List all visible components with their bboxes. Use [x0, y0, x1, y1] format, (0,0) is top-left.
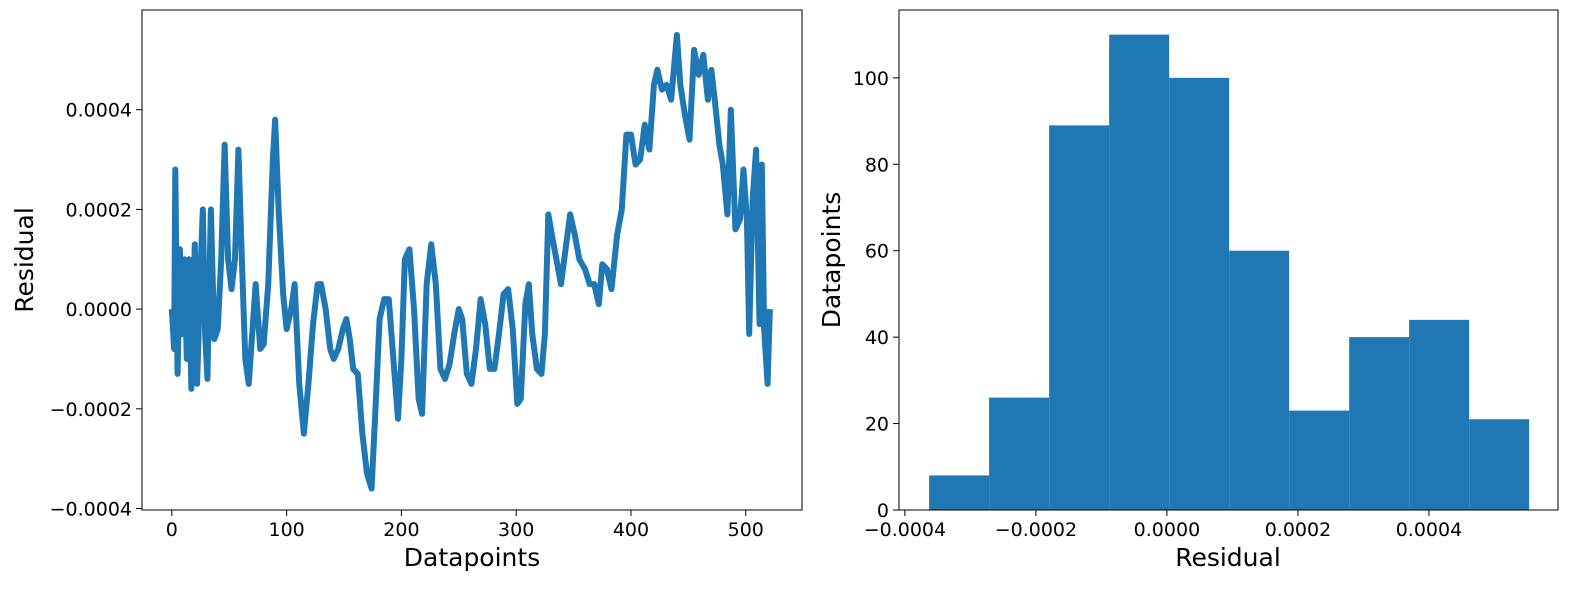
y-axis-label: Residual — [10, 207, 39, 313]
x-axis-label: Residual — [1175, 543, 1281, 572]
x-tick-label: −0.0004 — [864, 519, 946, 541]
y-tick-label: 60 — [865, 241, 889, 263]
x-tick-label: 400 — [613, 519, 649, 541]
x-tick-label: 0.0002 — [1265, 519, 1331, 541]
x-tick-label: 100 — [268, 519, 304, 541]
axes-frame — [141, 9, 803, 511]
y-tick-label: 80 — [865, 154, 889, 176]
x-tick-label: 300 — [498, 519, 534, 541]
histogram-bar — [1109, 34, 1170, 511]
y-tick-label: −0.0002 — [50, 399, 132, 421]
x-axis-label: Datapoints — [404, 543, 540, 572]
histogram-bar — [1289, 410, 1350, 510]
histogram-bar — [1169, 77, 1230, 510]
histogram-bar — [1469, 419, 1530, 510]
histogram-bar — [1229, 250, 1290, 510]
line-series — [168, 31, 773, 492]
y-axis-label: Datapoints — [817, 192, 846, 328]
x-tick-label: 500 — [728, 519, 764, 541]
y-tick-label: 20 — [865, 414, 889, 436]
x-tick-label: 0.0000 — [1134, 519, 1200, 541]
y-tick-label: 0 — [877, 500, 889, 522]
y-tick-label: 40 — [865, 327, 889, 349]
x-tick-label: 0 — [166, 519, 178, 541]
x-tick-label: 0.0004 — [1396, 519, 1462, 541]
y-tick-label: 0.0004 — [66, 100, 132, 122]
x-tick-label: 200 — [383, 519, 419, 541]
histogram-bar — [1049, 125, 1110, 510]
histogram-bar — [1409, 319, 1470, 510]
y-tick-label: −0.0004 — [50, 499, 132, 521]
y-tick-label: 100 — [853, 68, 889, 90]
axes-frame — [898, 9, 1559, 511]
histogram-bar — [989, 397, 1050, 510]
y-tick-label: 0.0002 — [66, 199, 132, 221]
y-tick-label: 0.0000 — [66, 299, 132, 321]
histogram-bar — [1349, 337, 1410, 510]
histogram-bar — [929, 475, 990, 510]
x-tick-label: −0.0002 — [995, 519, 1077, 541]
